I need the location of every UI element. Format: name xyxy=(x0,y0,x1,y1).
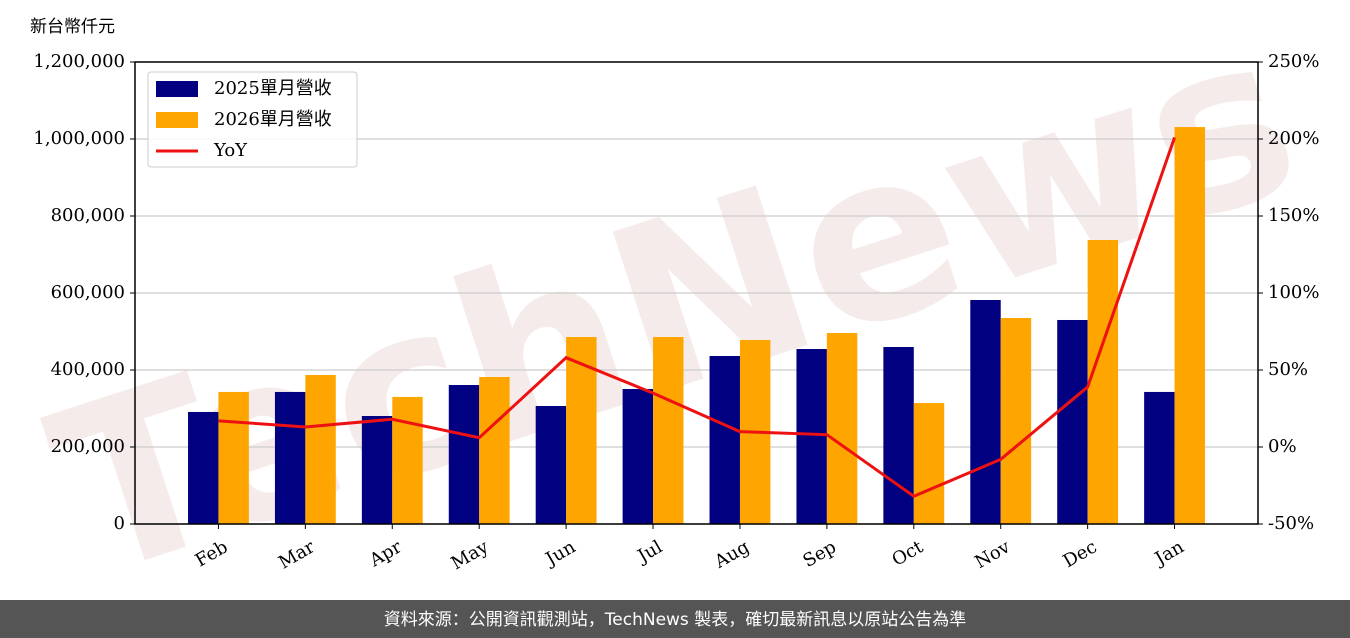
bar xyxy=(826,333,858,524)
y2-tick-label: -50% xyxy=(1268,513,1314,534)
y-tick-label: 600,000 xyxy=(51,282,125,303)
y2-tick-label: 150% xyxy=(1268,205,1319,226)
bar xyxy=(883,347,914,524)
x-tick-label: May xyxy=(448,536,493,574)
bar xyxy=(913,402,945,524)
footer-text: 資料來源：公開資訊觀測站，TechNews 製表，確切最新訊息以原站公告為準 xyxy=(384,610,966,630)
bar xyxy=(653,337,684,524)
legend-swatch xyxy=(156,112,198,128)
y-tick-label: 0 xyxy=(114,513,125,534)
legend-swatch xyxy=(156,81,198,97)
bar xyxy=(1144,391,1175,524)
x-tick-label: Jan xyxy=(1150,536,1188,570)
legend-label: 2026單月營收 xyxy=(214,109,332,130)
footer-bar xyxy=(0,600,1350,638)
y-tick-label: 200,000 xyxy=(51,436,125,457)
bar xyxy=(796,349,827,524)
x-tick-label: Jun xyxy=(541,536,580,571)
bar xyxy=(622,389,654,524)
x-tick-label: Oct xyxy=(889,536,928,571)
y-tick-label: 1,000,000 xyxy=(33,128,125,149)
bar xyxy=(448,385,480,524)
x-tick-label: Aug xyxy=(710,536,753,573)
x-tick-label: Dec xyxy=(1060,536,1101,572)
bar xyxy=(218,391,249,524)
bar xyxy=(361,416,393,524)
bar xyxy=(535,405,567,524)
legend-box xyxy=(147,71,358,168)
bar xyxy=(274,391,306,524)
bar xyxy=(392,396,423,524)
y-axis-label: 新台幣仟元 xyxy=(30,17,115,37)
y2-tick-label: 100% xyxy=(1268,282,1319,303)
yoy-line xyxy=(218,136,1176,498)
y-tick-label: 400,000 xyxy=(51,359,125,380)
bar xyxy=(305,375,336,524)
legend-label: YoY xyxy=(213,140,248,161)
bar xyxy=(1000,318,1032,524)
y2-tick-label: 250% xyxy=(1268,51,1319,72)
legend-label: 2025單月營收 xyxy=(214,78,332,99)
bar xyxy=(1087,239,1119,524)
bar xyxy=(709,355,740,524)
plot-frame xyxy=(134,61,1259,525)
bar xyxy=(970,300,1001,524)
bar xyxy=(1057,319,1088,524)
y-tick-label: 1,200,000 xyxy=(33,51,125,72)
y2-tick-label: 0% xyxy=(1268,436,1297,457)
y-tick-label: 800,000 xyxy=(51,205,125,226)
bar xyxy=(188,411,219,524)
y2-tick-label: 200% xyxy=(1268,128,1319,149)
x-tick-label: Jul xyxy=(633,536,667,568)
x-tick-label: Nov xyxy=(971,536,1014,573)
bar xyxy=(479,377,510,524)
x-tick-label: Sep xyxy=(799,536,839,571)
bar xyxy=(1174,127,1205,524)
y2-tick-label: 50% xyxy=(1268,359,1308,380)
